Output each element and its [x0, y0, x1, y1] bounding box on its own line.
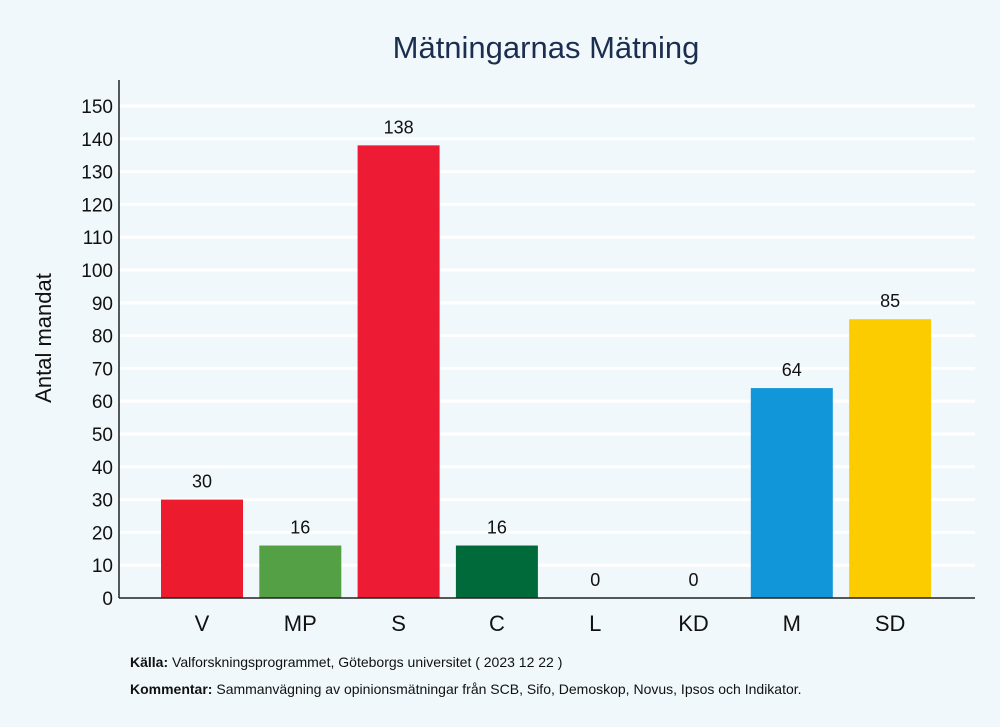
data-label: 64 [782, 360, 802, 380]
data-label: 138 [384, 117, 414, 137]
x-tick-label: V [195, 611, 210, 636]
x-tick-label: S [391, 611, 406, 636]
bar-sd [849, 319, 932, 598]
x-axis-ticks: V MP S C L KD M SD [195, 611, 906, 636]
y-tick-label: 60 [92, 392, 113, 413]
y-tick-label: 130 [81, 163, 113, 184]
chart-title: Mätningarnas Mätning [393, 30, 700, 65]
y-tick-label: 100 [81, 261, 113, 282]
y-axis-ticks: 0 10 20 30 40 50 60 70 80 90 100 110 120 130 140 150 [81, 97, 113, 610]
y-axis-label: Antal mandat [31, 273, 56, 403]
data-labels: 30 16 138 16 0 0 64 85 [192, 117, 900, 590]
bars [161, 145, 932, 599]
x-tick-label: L [589, 611, 601, 636]
bar-mp [259, 545, 342, 598]
bar-m [750, 388, 833, 598]
data-label: 0 [688, 570, 698, 590]
comment-label: Kommentar: [130, 681, 213, 697]
y-tick-label: 110 [83, 228, 113, 249]
x-tick-label: MP [284, 611, 317, 636]
comment-note: Kommentar: Sammanvägning av opinionsmätn… [130, 681, 802, 697]
y-tick-label: 40 [92, 458, 113, 479]
bar-c [455, 545, 538, 598]
x-tick-label: C [489, 611, 505, 636]
data-label: 85 [880, 291, 900, 311]
y-tick-label: 90 [92, 294, 113, 315]
data-label: 16 [290, 518, 310, 538]
data-label: 0 [590, 570, 600, 590]
y-tick-label: 10 [92, 556, 113, 577]
x-tick-label: M [783, 611, 801, 636]
y-tick-label: 70 [92, 359, 113, 380]
bar-v [161, 499, 243, 598]
y-tick-label: 120 [81, 195, 113, 216]
source-note: Källa: Valforskningsprogrammet, Göteborg… [130, 654, 562, 670]
gridlines [119, 104, 975, 567]
data-label: 16 [487, 518, 507, 538]
y-tick-label: 50 [92, 425, 113, 446]
y-tick-label: 80 [92, 327, 113, 348]
x-tick-label: SD [875, 611, 906, 636]
data-label: 30 [192, 472, 212, 492]
source-text: Valforskningsprogrammet, Göteborgs unive… [172, 654, 563, 670]
y-tick-label: 140 [81, 130, 113, 151]
y-tick-label: 150 [81, 97, 113, 118]
x-tick-label: KD [678, 611, 709, 636]
source-label: Källa: [130, 654, 169, 670]
comment-text: Sammanvägning av opinionsmätningar från … [216, 681, 802, 697]
y-tick-label: 0 [102, 589, 113, 610]
y-tick-label: 20 [92, 523, 113, 544]
y-tick-label: 30 [92, 491, 113, 512]
bar-s [357, 145, 440, 599]
